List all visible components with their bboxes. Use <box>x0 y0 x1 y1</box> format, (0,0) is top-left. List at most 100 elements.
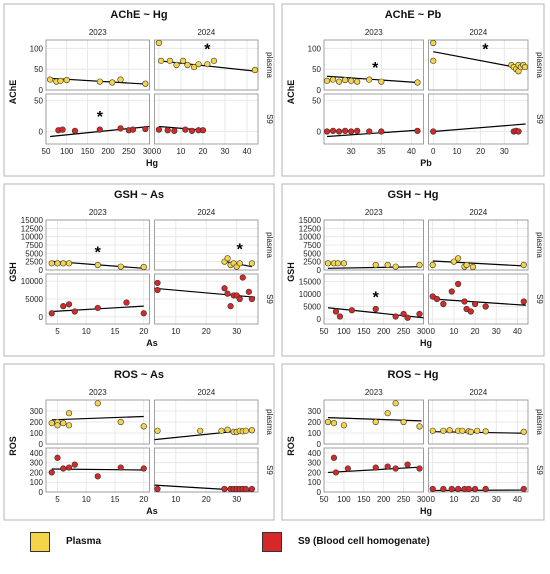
data-point <box>450 258 458 265</box>
x-tick-label: 20 <box>471 327 480 336</box>
data-point <box>60 420 67 427</box>
data-point <box>440 300 447 308</box>
facet-row-label: S9 <box>535 294 544 304</box>
data-point <box>154 427 161 434</box>
data-point <box>60 303 67 310</box>
regression-line <box>51 415 144 421</box>
data-point <box>400 418 407 426</box>
y-tick-label: 100 <box>30 429 44 438</box>
y-tick-label: 50 <box>34 65 43 74</box>
data-point <box>414 127 421 134</box>
x-tick-label: 300 <box>417 327 431 336</box>
data-point <box>482 428 489 435</box>
data-point <box>430 39 437 47</box>
chart-frame <box>3 363 275 521</box>
y-tick-label: 12500 <box>299 224 322 233</box>
data-point <box>384 463 391 470</box>
x-tick-label: 30 <box>492 327 501 336</box>
data-point <box>520 485 527 493</box>
y-tick-label: 7500 <box>25 241 43 250</box>
x-tick-label: 200 <box>377 495 391 504</box>
data-point <box>416 465 423 472</box>
x-tick-label: 20 <box>202 495 211 504</box>
data-point <box>184 61 191 69</box>
facet-panel-border <box>323 273 424 325</box>
chart-title: GSH ~ As <box>114 189 164 201</box>
data-point <box>96 78 103 85</box>
x-tick-label: 20 <box>471 495 480 504</box>
data-point <box>378 78 385 85</box>
legend-swatch-s9 <box>262 532 282 552</box>
data-point <box>448 288 455 295</box>
facet-column-label: 2023 <box>89 388 107 397</box>
x-tick-label: 150 <box>81 147 95 156</box>
data-point <box>154 485 161 493</box>
data-point <box>47 76 54 83</box>
data-point <box>366 128 373 135</box>
significance-star: * <box>482 41 489 58</box>
facet-column-label: 2023 <box>89 208 107 217</box>
facet-panel-border <box>154 399 259 445</box>
y-axis-label: ROS <box>8 436 18 456</box>
data-point <box>154 286 161 294</box>
y-tick-label: 0 <box>317 315 322 324</box>
facet-row-label: S9 <box>265 465 274 475</box>
chart-frame <box>281 363 545 521</box>
facet-panel-border <box>45 273 150 325</box>
x-tick-label: 50 <box>320 495 329 504</box>
data-point <box>94 304 101 312</box>
data-point <box>384 261 391 269</box>
data-point <box>48 420 55 427</box>
y-tick-label: 100 <box>308 429 322 438</box>
data-point <box>329 127 337 134</box>
x-tick-label: 10 <box>171 495 180 504</box>
x-axis-label: As <box>146 506 158 516</box>
data-point <box>54 260 61 267</box>
x-tick-label: 100 <box>60 147 74 156</box>
facet-panel-border <box>45 39 150 91</box>
y-tick-label: 0 <box>317 266 322 275</box>
data-point <box>96 126 103 133</box>
x-axis-label: Hg <box>420 506 432 516</box>
x-tick-label: 40 <box>513 495 522 504</box>
data-point <box>463 261 470 269</box>
facet-panel-border <box>428 273 529 325</box>
x-tick-label: 30 <box>232 327 241 336</box>
data-point <box>372 305 379 313</box>
data-point <box>448 485 455 493</box>
facet-panel-border <box>45 447 150 493</box>
y-axis-label: ROS <box>286 436 296 456</box>
data-point <box>54 422 61 429</box>
facet-row-label: plasma <box>535 52 544 78</box>
x-tick-label: 100 <box>337 495 351 504</box>
data-point <box>251 66 259 74</box>
data-point <box>188 127 196 134</box>
significance-star: * <box>204 41 211 58</box>
data-point <box>60 260 67 267</box>
significance-star: * <box>237 241 244 258</box>
data-point <box>471 485 479 493</box>
y-tick-label: 100 <box>308 478 322 487</box>
data-point <box>60 465 67 472</box>
data-point <box>378 128 385 135</box>
x-tick-label: 300 <box>417 495 431 504</box>
data-point <box>171 127 178 134</box>
x-tick-label: 5 <box>55 495 60 504</box>
facet-panel-border <box>428 219 529 271</box>
data-point <box>94 261 101 269</box>
data-point <box>239 274 246 281</box>
x-tick-label: 30 <box>492 495 501 504</box>
data-point <box>142 125 149 133</box>
data-point <box>224 290 231 297</box>
x-tick-label: 30 <box>347 147 356 156</box>
data-point <box>440 427 447 434</box>
data-point <box>520 261 527 269</box>
data-point <box>123 299 130 306</box>
data-point <box>65 301 73 308</box>
data-point <box>71 308 78 315</box>
x-tick-label: 50 <box>42 147 51 156</box>
chart-title: ROS ~ Hg <box>387 369 438 381</box>
y-axis-label: AChE <box>286 80 296 105</box>
data-point <box>335 128 343 135</box>
facet-panel-border <box>45 219 150 271</box>
